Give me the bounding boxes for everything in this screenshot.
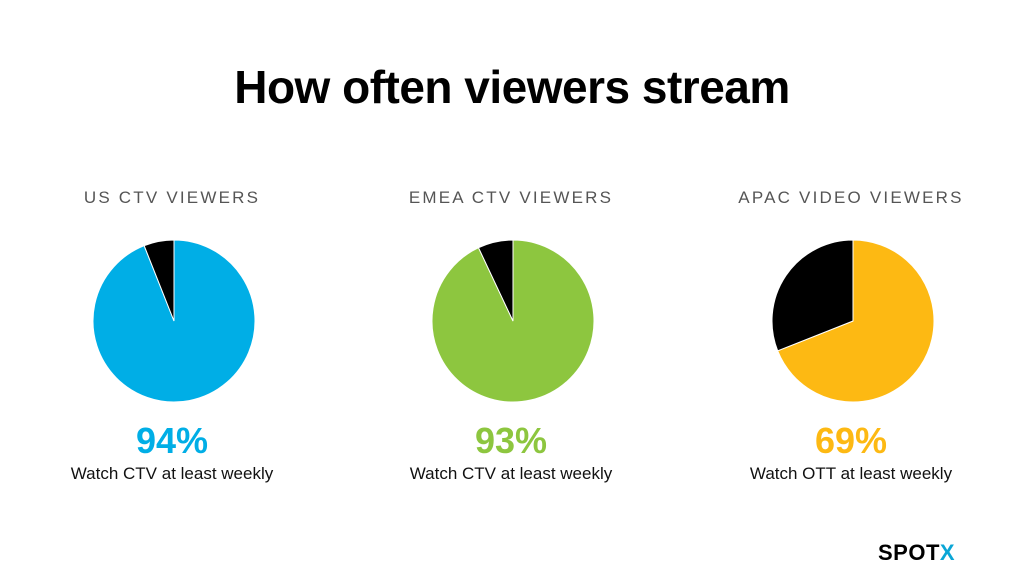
chart-panel-emea: EMEA CTV VIEWERS 93% Watch CTV at least … — [341, 0, 681, 576]
logo-accent: X — [939, 540, 956, 565]
pie-slice-apac-remainder — [771, 239, 854, 352]
chart-panel-us: US CTV VIEWERS 94% Watch CTV at least we… — [2, 0, 342, 576]
caption-emea: Watch CTV at least weekly — [409, 464, 613, 483]
caption-apac: Watch OTT at least weekly — [749, 464, 953, 483]
pie-slice-emea-remainder — [477, 239, 514, 322]
pie-slice-apac-main — [777, 239, 935, 403]
spotx-logo: SPOTX — [878, 540, 988, 566]
value-label-emea: 93% — [474, 420, 548, 461]
logo-text: SPOT — [878, 540, 940, 565]
chart-title-us: US CTV VIEWERS — [83, 188, 261, 207]
chart-title-apac: APAC VIDEO VIEWERS — [738, 188, 964, 207]
pie-slice-us-remainder — [143, 239, 175, 322]
pie-chart-us — [92, 239, 256, 403]
pie-chart-apac — [771, 239, 935, 403]
chart-panel-apac: APAC VIDEO VIEWERS 69% Watch OTT at leas… — [681, 0, 1021, 576]
caption-us: Watch CTV at least weekly — [70, 464, 274, 483]
value-label-apac: 69% — [814, 420, 888, 461]
pie-chart-emea — [431, 239, 595, 403]
page-title: How often viewers stream — [234, 61, 790, 113]
chart-title-emea: EMEA CTV VIEWERS — [408, 188, 614, 207]
value-label-us: 94% — [135, 420, 209, 461]
